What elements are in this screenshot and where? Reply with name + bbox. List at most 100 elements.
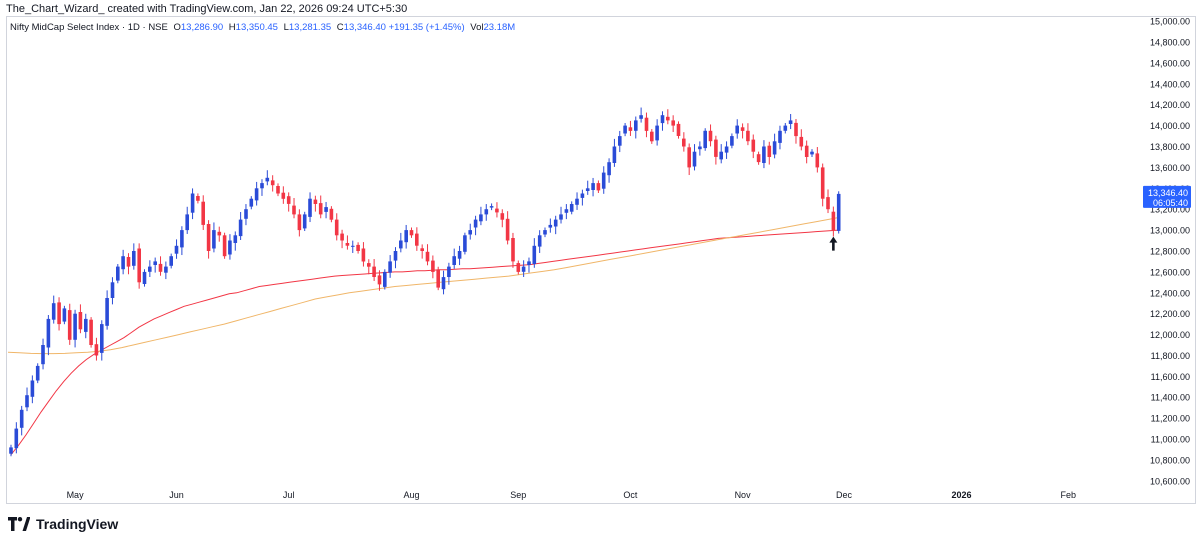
candle-body [174,245,179,254]
candle-body [153,261,157,265]
candle-body [692,151,697,167]
price-tick-label: 12,400.00 [1150,288,1190,298]
candle-body [521,266,526,272]
candle-body [35,365,40,381]
candle-body [41,345,45,365]
price-tick-label: 11,000.00 [1151,435,1190,445]
candle-body [772,141,777,155]
candle-body [84,318,88,332]
candle-body [644,117,649,131]
candle-body [46,318,51,348]
candle-body [51,303,56,320]
candle-body [708,130,713,142]
volume-label: Vol [470,22,484,33]
price-tick-label: 13,600.00 [1150,163,1190,173]
candle-body [415,233,419,246]
candle-body [804,145,809,157]
candle-body [334,219,339,236]
candle-body [714,139,718,157]
candle-body [302,214,307,229]
candle-body [345,243,350,246]
price-tick-label: 14,400.00 [1150,79,1190,89]
candle-body [142,271,147,284]
candle-body [591,183,595,190]
candle-body [431,260,435,272]
candle-body [409,230,414,236]
candle-body [543,230,547,235]
candle-body [639,115,643,119]
candle-body [94,344,99,356]
candle-body [751,139,756,152]
candle-body [121,256,125,270]
price-tick-label: 14,200.00 [1150,100,1190,110]
candle-body [254,188,259,201]
candle-body [820,167,825,199]
candle-body [367,263,371,267]
open-value: 13,286.90 [180,22,224,33]
candle-body [318,203,323,215]
candle-body [746,130,750,142]
candle-body [62,308,67,322]
candle-body [148,266,152,272]
candle-body [206,224,211,251]
candle-body [217,231,222,236]
candle-body [399,240,403,249]
candle-body [628,127,633,131]
candle-body [244,209,248,219]
candle-body [666,116,670,121]
candle-body [623,125,627,134]
candle-body [19,409,24,428]
candle-body [671,120,675,126]
candle-body [116,266,120,281]
price-tick-label: 14,800.00 [1150,38,1190,48]
candle-body [532,245,537,264]
candle-body [687,147,691,168]
candle-body [516,263,521,272]
price-tick-label: 11,200.00 [1151,414,1190,424]
symbol-label[interactable]: Nifty MidCap Select Index · 1D · NSE [10,22,168,33]
candle-body [361,248,366,262]
candle-body [281,192,286,199]
candle-body [564,209,569,213]
candle-body [484,209,489,215]
price-tick-label: 12,000.00 [1150,330,1190,340]
price-tick-label: 14,600.00 [1150,58,1190,68]
candle-body [719,151,723,160]
time-axis: May Jun Jul Aug Sep Oct Nov Dec 2026 Feb [67,490,1077,500]
candle-body [698,146,702,150]
candle-body [276,186,280,194]
candle-body [313,199,318,204]
price-tick-label: 15,000.00 [1150,17,1190,27]
candle-body [660,115,665,124]
candle-body [618,136,622,146]
close-value: 13,346.40 [343,22,386,33]
price-tick-label: 13,000.00 [1150,226,1190,236]
candle-body [185,214,189,231]
low-value: 13,281.35 [288,22,332,33]
price-tick-label: 12,800.00 [1150,246,1190,256]
candle-body [794,122,798,137]
chart-frame [6,16,1196,504]
candle-body [383,271,387,287]
candle-body [730,136,734,146]
footer-brand[interactable]: TradingView [8,516,118,532]
candle-body [650,131,654,142]
candle-body [238,219,243,237]
candle-body [372,266,376,277]
candle-body [548,224,553,228]
candle-body [14,428,19,449]
price-tick-label: 13,200.00 [1150,205,1190,215]
price-tick-label: 11,400.00 [1151,393,1190,403]
candle-body [126,257,131,267]
candle-body [180,230,184,248]
volume-value: 23.18M [483,22,516,33]
candle-body [527,261,531,265]
candle-body [233,235,238,243]
candle-body [89,319,93,345]
candle-body [607,162,611,176]
price-tick-label: 11,600.00 [1151,372,1190,382]
price-tag-box [1143,185,1191,208]
high-value: 13,350.45 [235,22,278,33]
